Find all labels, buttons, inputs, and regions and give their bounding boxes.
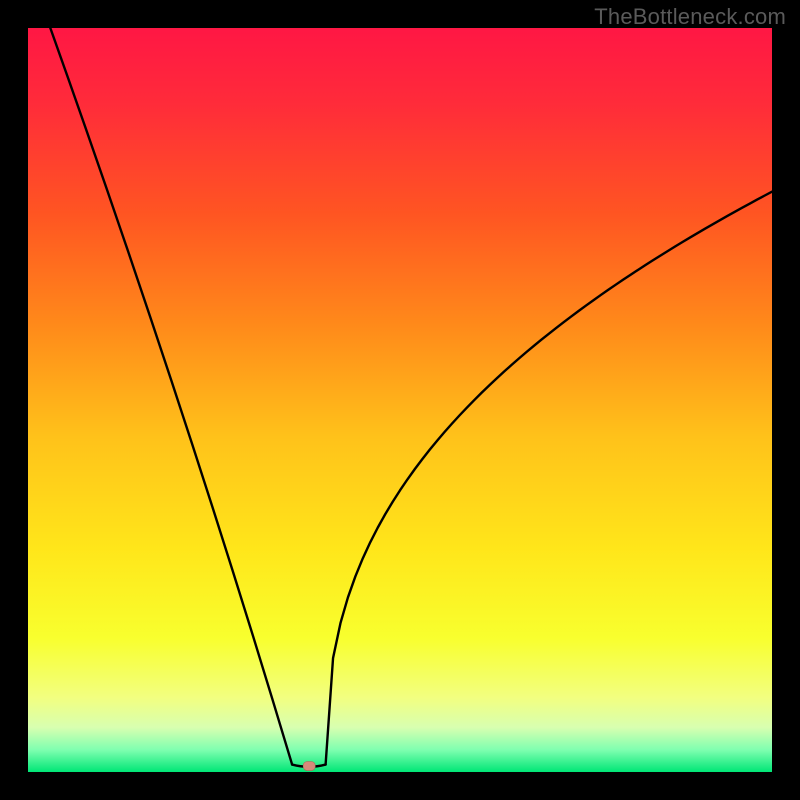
- chart-frame: TheBottleneck.com: [0, 0, 800, 800]
- optimum-marker: [303, 762, 315, 771]
- watermark-text: TheBottleneck.com: [594, 4, 786, 30]
- plot-area: [28, 28, 772, 772]
- curve-svg: [28, 28, 772, 772]
- bottleneck-curve: [326, 192, 772, 765]
- bottleneck-curve: [50, 28, 292, 765]
